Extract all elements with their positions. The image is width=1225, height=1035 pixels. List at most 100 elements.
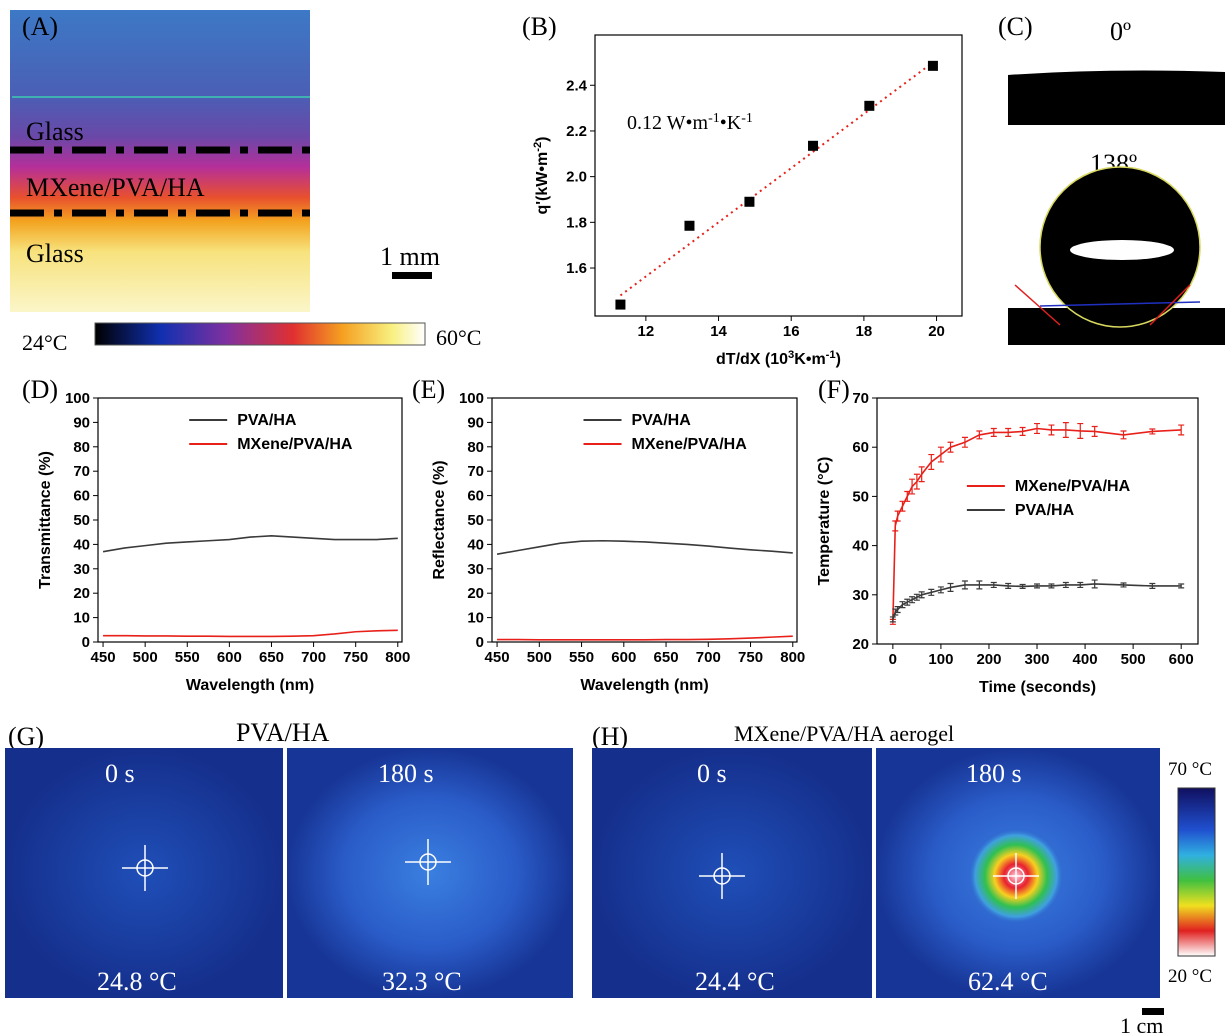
y-tick-label: 10 [73,610,90,627]
x-tick-label: 14 [710,323,727,340]
thermal-image [5,748,283,998]
x-axis-label-part: dT/dX (10 [716,351,788,368]
x-tick-label: 700 [696,649,721,666]
y-tick-label: 2.4 [566,77,588,94]
temperature-label: 62.4 °C [968,967,1048,996]
y-axis-label: Transmittance (%) [37,451,54,589]
x-tick-label: 650 [654,649,679,666]
x-tick-label: 750 [343,649,368,666]
y-axis-label-part: -2 [532,142,544,152]
y-tick-label: 1.8 [566,214,587,231]
x-tick-label: 0 [889,651,897,668]
y-tick-label: 2.2 [566,123,587,140]
data-point [684,221,694,231]
y-tick-label: 90 [73,414,90,431]
x-axis-label-part: K•m [794,351,825,368]
panel-label: (E) [412,375,445,404]
y-tick-label: 40 [852,538,869,555]
x-tick-label: 700 [301,649,326,666]
x-tick-label: 800 [780,649,805,666]
data-point [928,61,938,71]
colorbar-max: 60°C [436,325,481,350]
error-bar [938,447,944,462]
y-tick-label: 50 [467,512,484,529]
y-tick-label: 20 [852,636,869,653]
x-tick-label: 200 [976,651,1001,668]
x-tick-label: 450 [91,649,116,666]
x-tick-label: 100 [928,651,953,668]
y-axis-label-part: q'(kW•m [534,152,551,215]
panel-label: (F) [818,375,850,404]
temperature-label: 24.8 °C [97,967,177,996]
y-tick-label: 30 [467,561,484,578]
y-tick-label: 40 [73,536,90,553]
plot-frame [877,398,1198,644]
panel-label: (G) [8,722,44,751]
panel-label: (D) [22,375,58,404]
data-point [744,197,754,207]
y-tick-label: 70 [73,463,90,480]
x-axis-label: Wavelength (nm) [186,677,314,694]
annotation: 0.12 W•m-1•K-1 [627,111,753,135]
legend-label: MXene/PVA/HA [632,436,748,453]
y-tick-label: 1.6 [566,260,587,277]
y-tick-label: 60 [852,439,869,456]
y-axis-label-part: ) [534,136,551,141]
y-tick-label: 100 [65,390,90,407]
x-tick-label: 500 [527,649,552,666]
x-axis-label: Time (seconds) [979,679,1096,696]
x-tick-label: 550 [175,649,200,666]
y-tick-label: 30 [73,561,90,578]
data-line [103,536,398,552]
legend-label: MXene/PVA/HA [237,436,353,453]
data-point [864,101,874,111]
error-bar [892,521,898,531]
temperature-label: 24.4 °C [695,967,775,996]
y-tick-label: 70 [467,463,484,480]
data-line [497,541,793,554]
legend-label: PVA/HA [632,412,692,429]
x-tick-label: 18 [856,323,873,340]
colorbar-min: 24°C [22,330,67,355]
x-tick-label: 500 [1121,651,1146,668]
scale-bar [392,272,432,279]
thermal-image [592,748,872,998]
data-line [103,630,398,636]
panel-title: PVA/HA [236,718,330,747]
y-tick-label: 20 [467,585,484,602]
annotation-part: -1 [741,111,753,126]
x-tick-label: 800 [385,649,410,666]
scale-label: 1 mm [380,242,440,271]
y-tick-label: 80 [73,439,90,456]
y-axis-label: Temperature (°C) [816,457,833,586]
time-label: 0 s [697,759,727,788]
colorbar [1178,788,1215,956]
fit-line [620,62,932,295]
panel-title: MXene/PVA/HA aerogel [734,721,954,746]
x-tick-label: 600 [217,649,242,666]
y-tick-label: 2.0 [566,169,587,186]
x-axis-label-part: ) [836,351,841,368]
time-label: 180 s [378,759,434,788]
y-tick-label: 90 [467,414,484,431]
x-tick-label: 650 [259,649,284,666]
reflection [1070,240,1174,260]
panel-label: (A) [22,12,58,41]
x-tick-label: 16 [783,323,800,340]
data-line [497,636,793,640]
legend-label: PVA/HA [1015,502,1075,519]
x-axis-label: Wavelength (nm) [580,677,708,694]
colorbar-max: 70 °C [1168,759,1212,780]
plot-frame [492,398,797,642]
y-tick-label: 60 [467,488,484,505]
y-tick-label: 100 [459,390,484,407]
x-tick-label: 600 [611,649,636,666]
x-tick-label: 12 [638,323,655,340]
y-tick-label: 0 [476,634,484,651]
error-bar [928,455,934,470]
annotation-part: -1 [708,111,720,126]
x-tick-label: 750 [738,649,763,666]
x-tick-label: 400 [1073,651,1098,668]
y-tick-label: 60 [73,488,90,505]
y-tick-label: 80 [467,439,484,456]
